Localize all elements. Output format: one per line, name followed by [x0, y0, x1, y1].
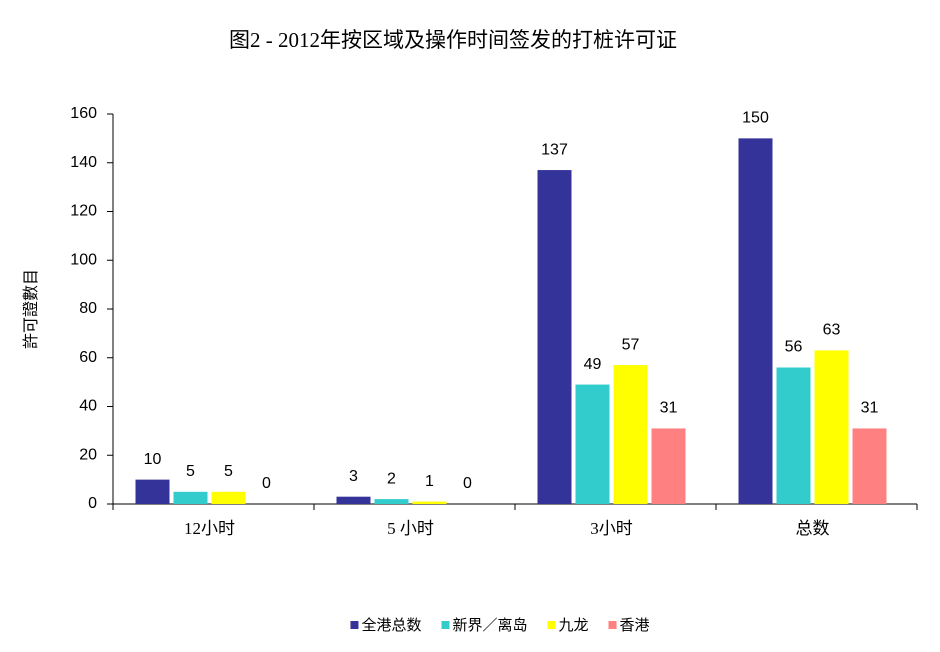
y-tick-label: 160: [70, 105, 97, 122]
bar: [537, 170, 572, 504]
data-label: 150: [742, 110, 769, 127]
legend-label: 全港总数: [361, 616, 421, 634]
data-label: 0: [262, 475, 271, 492]
data-label: 137: [541, 141, 568, 158]
y-tick-label: 40: [79, 398, 97, 415]
x-tick-label: 5 小时: [387, 519, 434, 538]
data-label: 3: [349, 468, 358, 485]
bar: [374, 499, 409, 504]
bar: [651, 428, 686, 504]
bar: [412, 501, 447, 504]
bar: [852, 428, 887, 504]
bar: [613, 365, 648, 504]
bar: [336, 496, 371, 504]
y-tick-label: 100: [70, 251, 97, 268]
bar: [575, 384, 610, 504]
bar: [738, 138, 773, 504]
legend-swatch: [441, 621, 450, 629]
legend-swatch: [547, 621, 556, 629]
y-tick-label: 60: [79, 349, 97, 366]
data-label: 49: [584, 356, 602, 373]
data-label: 31: [861, 400, 879, 417]
data-label: 5: [186, 463, 195, 480]
bar: [776, 367, 811, 504]
bar: [814, 350, 849, 504]
y-tick-label: 120: [70, 203, 97, 220]
chart-title: 图2 - 2012年按区域及操作时间签发的打桩许可证: [229, 28, 677, 52]
x-tick-label: 3小时: [590, 519, 633, 538]
legend-label: 新界／离岛: [452, 617, 527, 634]
data-label: 5: [224, 463, 233, 480]
data-label: 10: [144, 451, 162, 468]
y-tick-label: 0: [88, 495, 97, 512]
data-label: 63: [823, 322, 841, 339]
bar: [173, 491, 208, 504]
y-tick-label: 140: [70, 154, 97, 171]
legend-swatch: [608, 621, 617, 629]
y-tick-label: 80: [79, 300, 97, 317]
legend-swatch: [350, 621, 359, 629]
data-label: 1: [425, 473, 434, 490]
data-label: 2: [387, 470, 396, 487]
bar: [135, 479, 170, 504]
x-tick-label: 12小时: [184, 519, 235, 538]
x-tick-label: 总数: [796, 519, 830, 538]
data-label: 57: [622, 336, 640, 353]
legend-label: 香港: [620, 617, 650, 634]
data-label: 0: [463, 475, 472, 492]
bar: [211, 491, 246, 504]
y-axis-label: 許可證數目: [22, 269, 40, 349]
y-tick-label: 20: [79, 446, 97, 463]
data-label: 31: [660, 400, 678, 417]
legend-label: 九龙: [559, 617, 589, 634]
data-label: 56: [785, 339, 803, 356]
